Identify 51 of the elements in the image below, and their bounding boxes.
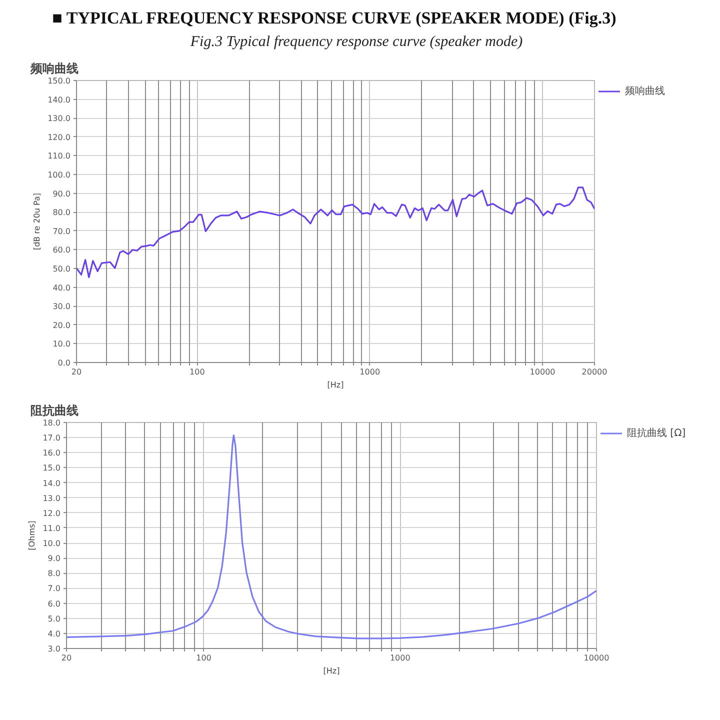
x-axis-title: [Hz]	[323, 666, 340, 676]
y-tick-label: 3.0	[48, 644, 61, 654]
y-tick-label: 10.0	[52, 340, 70, 349]
y-tick-label: 90.0	[52, 189, 70, 198]
x-tick-label: 20000	[582, 368, 608, 376]
y-tick-label: 130.0	[48, 114, 71, 124]
x-tick-label: 100	[190, 368, 205, 376]
y-tick-label: 110.0	[48, 152, 71, 161]
y-tick-label: 50.0	[52, 264, 70, 274]
y-tick-label: 18.0	[42, 418, 60, 428]
text: Fig.3 Typical frequency response curve (speaker mode)	[189, 34, 523, 50]
y-tick-label: 16.0	[42, 448, 60, 458]
y-tick-label: 5.0	[48, 614, 61, 624]
x-tick-label: 100	[196, 654, 212, 662]
x-tick-label: 20	[71, 368, 82, 376]
x-tick-label: 1000	[390, 654, 410, 662]
y-axis-title: [Ohms]	[28, 520, 37, 550]
y-tick-label: 150.0	[48, 76, 71, 86]
y-tick-label: 14.0	[42, 478, 60, 488]
chart-title: 阻抗曲线	[30, 404, 78, 418]
x-tick-label: 1000	[360, 368, 380, 376]
y-axis-title: [dB re 20u Pa]	[32, 192, 42, 250]
x-axis-title: [Hz]	[327, 380, 344, 390]
y-tick-label: 11.0	[42, 524, 60, 533]
y-tick-label: 6.0	[48, 599, 61, 608]
x-tick-label: 10000	[530, 368, 556, 376]
y-tick-label: 15.0	[42, 464, 60, 473]
y-tick-label: 4.0	[48, 629, 61, 638]
y-tick-label: 40.0	[52, 283, 70, 292]
legend-label: 频响曲线	[625, 84, 665, 98]
y-tick-label: 60.0	[52, 246, 70, 255]
y-tick-label: 12.0	[42, 508, 60, 518]
y-tick-label: 100.0	[48, 170, 71, 180]
y-tick-label: 80.0	[52, 208, 70, 218]
y-tick-label: 120.0	[48, 132, 71, 142]
x-tick-label: 10000	[584, 654, 610, 662]
y-tick-label: 20.0	[52, 320, 70, 330]
y-tick-label: 8.0	[48, 569, 61, 578]
text: ■ TYPICAL FREQUENCY RESPONSE CURVE (SPEAKER MODE) (Fig.3)	[52, 8, 616, 28]
chart-title: 频响曲线	[30, 62, 78, 76]
x-tick-label: 20	[61, 654, 72, 662]
y-tick-label: 140.0	[48, 95, 71, 104]
y-tick-label: 70.0	[52, 226, 70, 236]
y-tick-label: 9.0	[48, 554, 61, 564]
legend-label: 阻抗曲线 [Ω]	[627, 426, 686, 440]
y-tick-label: 17.0	[42, 434, 60, 443]
y-tick-label: 30.0	[52, 302, 70, 312]
y-tick-label: 7.0	[48, 584, 61, 594]
y-tick-label: 10.0	[42, 539, 60, 548]
y-tick-label: 13.0	[42, 494, 60, 503]
y-tick-label: 0.0	[58, 358, 71, 368]
